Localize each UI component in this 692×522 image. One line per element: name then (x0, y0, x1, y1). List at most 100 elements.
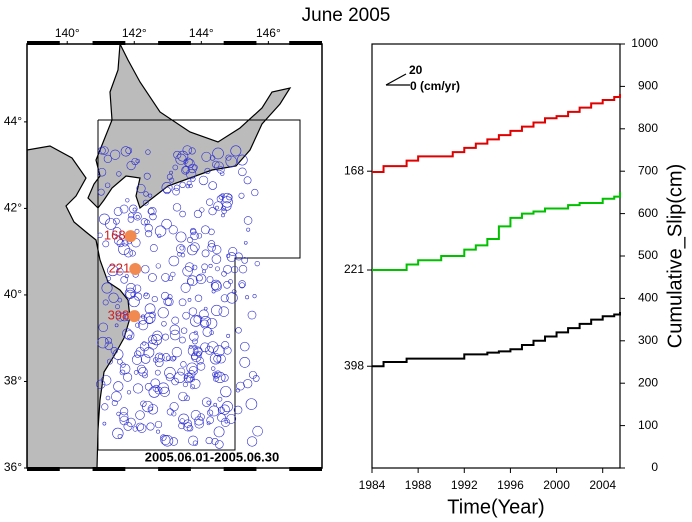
quake-circle (226, 292, 238, 304)
quake-circle (191, 264, 198, 271)
quake-circle (123, 421, 133, 431)
quake-circle (113, 381, 124, 392)
scale-label: 20 (409, 63, 423, 77)
y-tick-label: 700 (638, 163, 658, 177)
x-tick-label: 1996 (497, 478, 524, 492)
quake-circle (187, 345, 199, 357)
quake-circle (112, 427, 124, 440)
quake-circle (193, 330, 198, 335)
quake-circle (134, 228, 140, 234)
quake-circle (228, 247, 238, 256)
quake-circle (226, 252, 237, 262)
lon-tick-label: 140° (55, 26, 80, 40)
quake-circle (221, 196, 233, 208)
quake-circle (190, 231, 199, 241)
quake-circle (215, 266, 220, 272)
quake-circle (139, 341, 150, 352)
quake-circle (190, 228, 197, 236)
quake-circle (196, 274, 203, 282)
quake-circle (142, 199, 149, 206)
quake-circle (192, 338, 198, 345)
quake-circle (173, 184, 181, 191)
quake-circle (190, 242, 200, 252)
quake-circle (138, 315, 148, 325)
frame-bar (158, 467, 191, 471)
quake-circle (222, 201, 232, 211)
quake-circle (162, 353, 171, 362)
quake-circle (213, 402, 218, 407)
quake-circle (188, 147, 196, 155)
quake-circle (182, 145, 193, 155)
quake-circle (178, 298, 187, 307)
quake-circle (207, 240, 216, 248)
quake-circle (104, 337, 113, 345)
quake-circle (165, 355, 172, 362)
lat-tick-label: 42° (4, 201, 22, 215)
frame-bar (27, 467, 60, 471)
quake-circle (161, 321, 167, 327)
station-label: 168 (104, 228, 126, 243)
quake-circle (220, 193, 225, 198)
left-tick-label: 221 (344, 262, 364, 276)
quake-circle (218, 194, 225, 200)
quake-circle (97, 167, 107, 177)
quake-circle (221, 270, 227, 277)
quake-circle (252, 294, 257, 299)
quake-circle (140, 354, 151, 364)
quake-circle (198, 175, 209, 186)
quake-circle (135, 214, 140, 219)
quake-circle (246, 436, 258, 447)
quake-circle (171, 347, 182, 358)
quake-circle (118, 412, 129, 422)
station-label: 221 (109, 260, 131, 275)
quake-circle (206, 409, 214, 416)
quake-circle (234, 252, 243, 261)
x-tick-label: 1988 (405, 478, 432, 492)
quake-circle (169, 170, 173, 175)
quake-circle (240, 341, 250, 352)
quake-circle (144, 303, 156, 315)
quake-circle (98, 213, 110, 225)
quake-circle (141, 341, 147, 346)
quake-circle (102, 240, 110, 248)
quake-circle (148, 193, 153, 198)
slip-line (372, 191, 621, 271)
quake-circle (252, 425, 263, 437)
quake-circle (203, 306, 208, 311)
quake-circle (226, 253, 231, 258)
quake-circle (187, 370, 196, 379)
quake-circle (106, 276, 112, 281)
quake-circle (216, 354, 226, 364)
quake-circle (142, 372, 148, 379)
quake-circle (169, 329, 181, 341)
quake-circle (128, 296, 140, 308)
slip-line (372, 311, 621, 368)
quake-circle (209, 155, 216, 161)
quake-circle (212, 160, 220, 169)
y-tick-label: 400 (638, 291, 658, 305)
quake-circle (130, 291, 136, 298)
quake-circle (211, 437, 219, 446)
quake-circle (147, 207, 155, 215)
quake-circle (208, 181, 217, 190)
quake-circle (174, 371, 186, 383)
quake-circle (162, 333, 169, 341)
quake-circle (126, 161, 136, 171)
quake-circle (145, 230, 153, 238)
quake-circle (137, 423, 147, 433)
quake-circle (190, 409, 201, 421)
x-tick-label: 2004 (589, 478, 616, 492)
quake-circle (161, 434, 174, 447)
quake-circle (135, 347, 145, 357)
quake-circle (206, 416, 214, 424)
region-outline (97, 119, 301, 451)
quake-circle (248, 370, 257, 379)
quake-circle (132, 207, 137, 212)
quake-circle (153, 357, 159, 363)
quake-circle (254, 261, 260, 267)
quake-circle (120, 407, 129, 416)
quake-circle (188, 183, 193, 189)
quake-circle (101, 403, 109, 411)
quake-circle (96, 379, 106, 389)
